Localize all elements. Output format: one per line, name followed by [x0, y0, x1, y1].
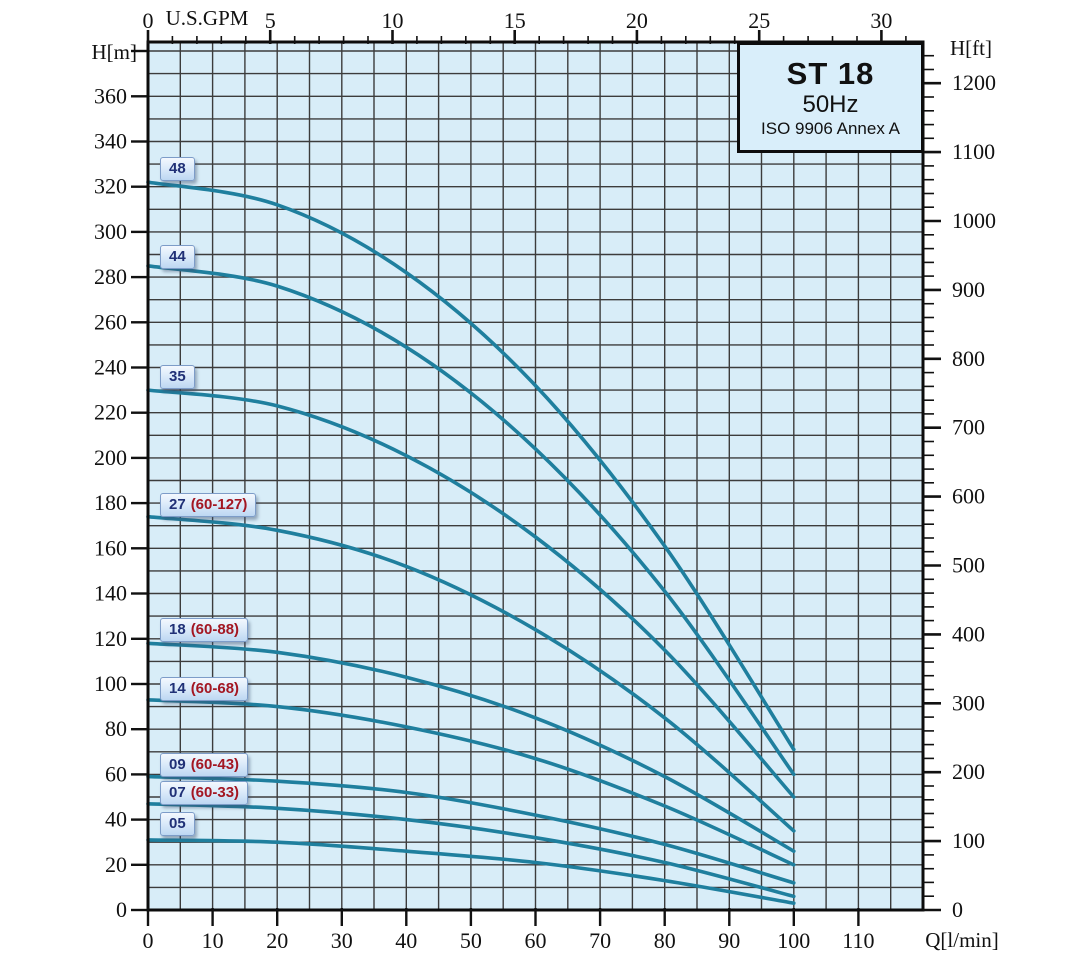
curve-label-stages: 07 — [169, 783, 186, 801]
left-axis-tick-label: 0 — [116, 897, 127, 922]
top-axis-tick-label: 15 — [504, 8, 526, 33]
left-axis-tick-label: 200 — [94, 445, 127, 470]
top-axis-tick-label: 30 — [870, 8, 892, 33]
pump-curve-35 — [146, 388, 796, 799]
left-axis-tick-label: 20 — [105, 852, 127, 877]
right-axis-unit-label: H[ft] — [950, 36, 992, 60]
left-axis-tick-label: 120 — [94, 626, 127, 651]
left-axis-tick-label: 360 — [94, 83, 127, 108]
curve-label-stages: 44 — [169, 247, 186, 265]
left-axis-tick-label: 300 — [94, 219, 127, 244]
pump-curve-14 — [146, 698, 796, 867]
curve-label-48: 48 — [160, 156, 195, 181]
pump-curve-07 — [146, 802, 796, 899]
left-axis-tick-label: 240 — [94, 355, 127, 380]
bottom-axis-tick-label: 90 — [718, 928, 740, 953]
curve-label-05: 05 — [160, 812, 195, 837]
curve-label-stages: 05 — [169, 815, 186, 833]
curve-label-range: (60-43) — [190, 756, 240, 774]
bottom-axis-tick-label: 0 — [143, 928, 154, 953]
top-axis-unit-label: U.S.GPM — [165, 6, 249, 30]
top-axis-tick-label: 20 — [626, 8, 648, 33]
pump-model-title: ST 18 — [786, 55, 875, 91]
right-axis-tick-label: 0 — [952, 897, 963, 922]
left-axis-tick-label: 280 — [94, 264, 127, 289]
right-axis-tick-label: 900 — [952, 277, 985, 302]
left-axis-tick-label: 220 — [94, 400, 127, 425]
left-axis-tick-label: 80 — [105, 716, 127, 741]
curve-label-35: 35 — [160, 364, 195, 389]
pump-frequency: 50Hz — [802, 90, 859, 118]
bottom-axis-tick-label: 60 — [525, 928, 547, 953]
right-axis-tick-label: 400 — [952, 621, 985, 646]
pump-curve-27 — [146, 514, 796, 833]
left-axis-tick-label: 180 — [94, 490, 127, 515]
left-axis-tick-label: 260 — [94, 309, 127, 334]
right-axis-tick-label: 100 — [952, 828, 985, 853]
right-axis-tick-label: 700 — [952, 415, 985, 440]
right-axis-tick-label: 1200 — [952, 70, 996, 95]
curve-label-range: (60-88) — [190, 620, 240, 638]
curve-label-range: (60-68) — [190, 679, 240, 697]
left-axis-unit-label: H[m] — [91, 40, 138, 64]
axis-ticks — [131, 30, 941, 926]
curve-label-stages: 18 — [169, 620, 186, 638]
bottom-axis-unit-label: Q[l/min] — [925, 928, 999, 952]
right-axis-tick-label: 800 — [952, 346, 985, 371]
right-axis-tick-label: 600 — [952, 484, 985, 509]
curve-label-range: (60-127) — [190, 496, 248, 514]
left-axis-tick-label: 340 — [94, 129, 127, 154]
bottom-axis-tick-label: 50 — [460, 928, 482, 953]
curve-label-stages: 35 — [169, 367, 186, 385]
bottom-axis-tick-label: 100 — [777, 928, 810, 953]
bottom-axis-tick-label: 80 — [654, 928, 676, 953]
pump-curve-18 — [146, 641, 796, 853]
left-axis-tick-label: 40 — [105, 807, 127, 832]
pump-curve-44 — [146, 264, 796, 777]
bottom-axis-tick-label: 70 — [589, 928, 611, 953]
top-axis-tick-label: 25 — [748, 8, 770, 33]
curve-label-range: (60-33) — [190, 783, 240, 801]
right-axis-tick-label: 1000 — [952, 208, 996, 233]
pump-curves — [146, 180, 796, 905]
curve-label-stages: 09 — [169, 756, 186, 774]
bottom-axis-tick-label: 40 — [395, 928, 417, 953]
curve-label-14: 14 (60-68) — [160, 676, 249, 701]
left-axis-tick-label: 320 — [94, 174, 127, 199]
gridlines — [148, 42, 923, 910]
curve-label-stages: 14 — [169, 679, 186, 697]
bottom-axis-tick-label: 30 — [331, 928, 353, 953]
bottom-axis-tick-label: 110 — [842, 928, 874, 953]
pump-curve-48 — [146, 180, 796, 752]
left-axis-tick-label: 60 — [105, 761, 127, 786]
pump-curve-05 — [146, 838, 796, 905]
curve-label-09: 09 (60-43) — [160, 753, 249, 778]
top-axis-tick-label: 5 — [265, 8, 276, 33]
right-axis-tick-label: 300 — [952, 690, 985, 715]
right-axis-tick-label: 200 — [952, 759, 985, 784]
iso-standard: ISO 9906 Annex A — [761, 118, 900, 138]
bottom-axis-tick-label: 20 — [266, 928, 288, 953]
right-axis-tick-label: 1100 — [952, 139, 995, 164]
pump-curve-09 — [146, 774, 796, 885]
curve-label-27: 27 (60-127) — [160, 493, 257, 518]
title-box: ST 18 50Hz ISO 9906 Annex A — [737, 42, 924, 153]
curve-label-stages: 48 — [169, 159, 186, 177]
left-axis-tick-label: 160 — [94, 535, 127, 560]
curve-label-18: 18 (60-88) — [160, 617, 249, 642]
curve-label-07: 07 (60-33) — [160, 780, 249, 805]
right-axis-tick-label: 500 — [952, 553, 985, 578]
curve-label-44: 44 — [160, 244, 195, 269]
curve-label-stages: 27 — [169, 496, 186, 514]
left-axis-tick-label: 140 — [94, 581, 127, 606]
top-axis-tick-label: 10 — [382, 8, 404, 33]
top-axis-tick-label: 0 — [143, 8, 154, 33]
bottom-axis-tick-label: 10 — [202, 928, 224, 953]
left-axis-tick-label: 100 — [94, 671, 127, 696]
